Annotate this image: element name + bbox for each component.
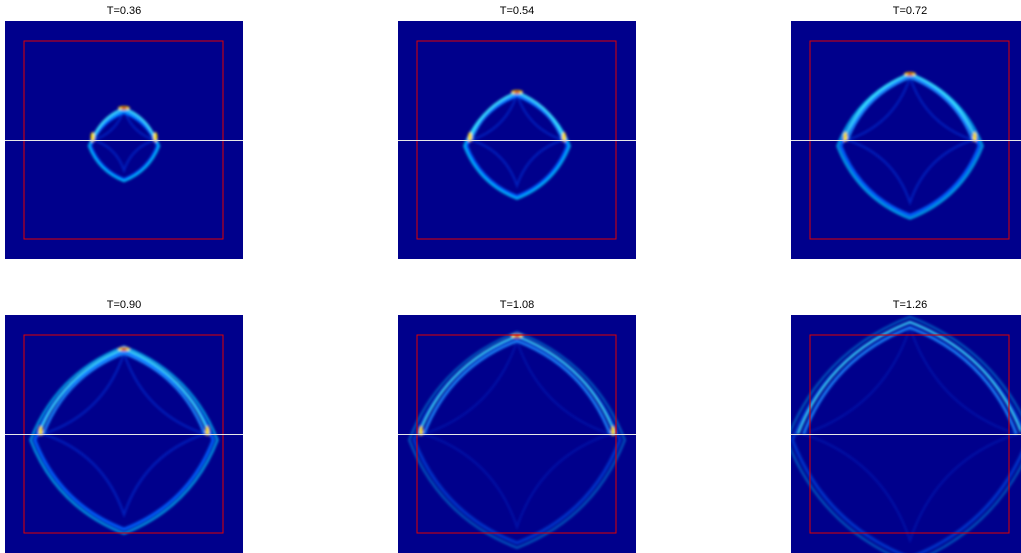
panel-title: T=0.54 [499,5,535,17]
wavefront [463,90,571,200]
field-image [398,21,636,259]
wavefront [408,331,626,549]
field [791,21,1021,259]
wavefront [836,72,984,220]
field-image [5,315,243,553]
field-image [791,21,1021,259]
panel-title: T=0.90 [106,299,142,311]
wavefront [791,315,1021,553]
panel-title: T=1.26 [892,299,928,311]
wavefront [87,106,161,183]
field [5,21,243,259]
panel-title: T=1.08 [499,299,535,311]
field-image [791,315,1021,553]
field-image [5,21,243,259]
field [5,315,243,553]
field [398,21,636,259]
panel-title: T=0.72 [892,5,928,17]
panel-title: T=0.36 [106,5,142,17]
field [791,315,1021,553]
field-image [398,315,636,553]
field [398,315,636,553]
